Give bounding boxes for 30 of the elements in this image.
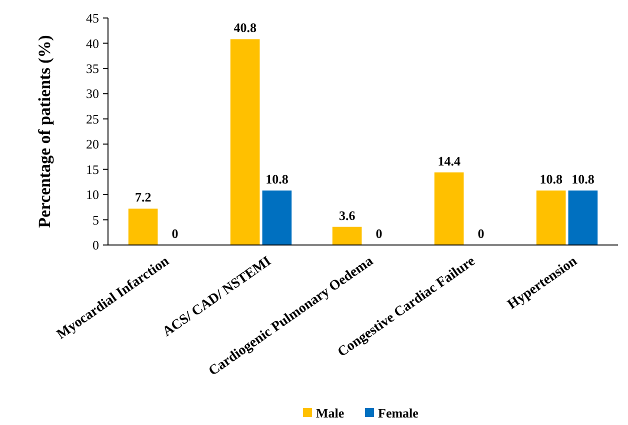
data-label: 7.2: [134, 190, 152, 205]
y-tick-label: 20: [86, 136, 99, 152]
data-label: 14.4: [438, 153, 461, 168]
bar: [262, 190, 292, 245]
legend-label: Female: [378, 406, 419, 421]
y-tick-label: 40: [86, 36, 99, 51]
bar: [568, 190, 598, 245]
bar: [230, 39, 260, 245]
data-label: 0: [478, 226, 484, 241]
legend-label: Male: [316, 406, 344, 421]
y-tick-label: 10: [86, 187, 99, 202]
y-tick-label: 35: [86, 60, 99, 76]
data-label: 0: [172, 226, 178, 241]
y-tick-label: 30: [86, 86, 99, 102]
y-tick-label: 0: [92, 238, 99, 253]
y-axis-title: Percentage of patients (%): [35, 35, 54, 228]
data-label: 10.8: [266, 172, 289, 187]
data-label: 0: [376, 226, 382, 241]
y-tick-label: 5: [92, 212, 99, 228]
y-tick-label: 45: [86, 10, 99, 26]
bar: [536, 190, 566, 245]
bar: [332, 226, 362, 245]
data-label: 10.8: [572, 172, 595, 187]
data-label: 3.6: [338, 208, 356, 223]
y-tick-label: 15: [86, 162, 99, 177]
bar: [128, 208, 158, 245]
y-tick-label: 25: [86, 111, 99, 126]
bar: [434, 172, 464, 245]
data-label: 40.8: [234, 20, 257, 36]
data-label: 10.8: [540, 172, 563, 187]
